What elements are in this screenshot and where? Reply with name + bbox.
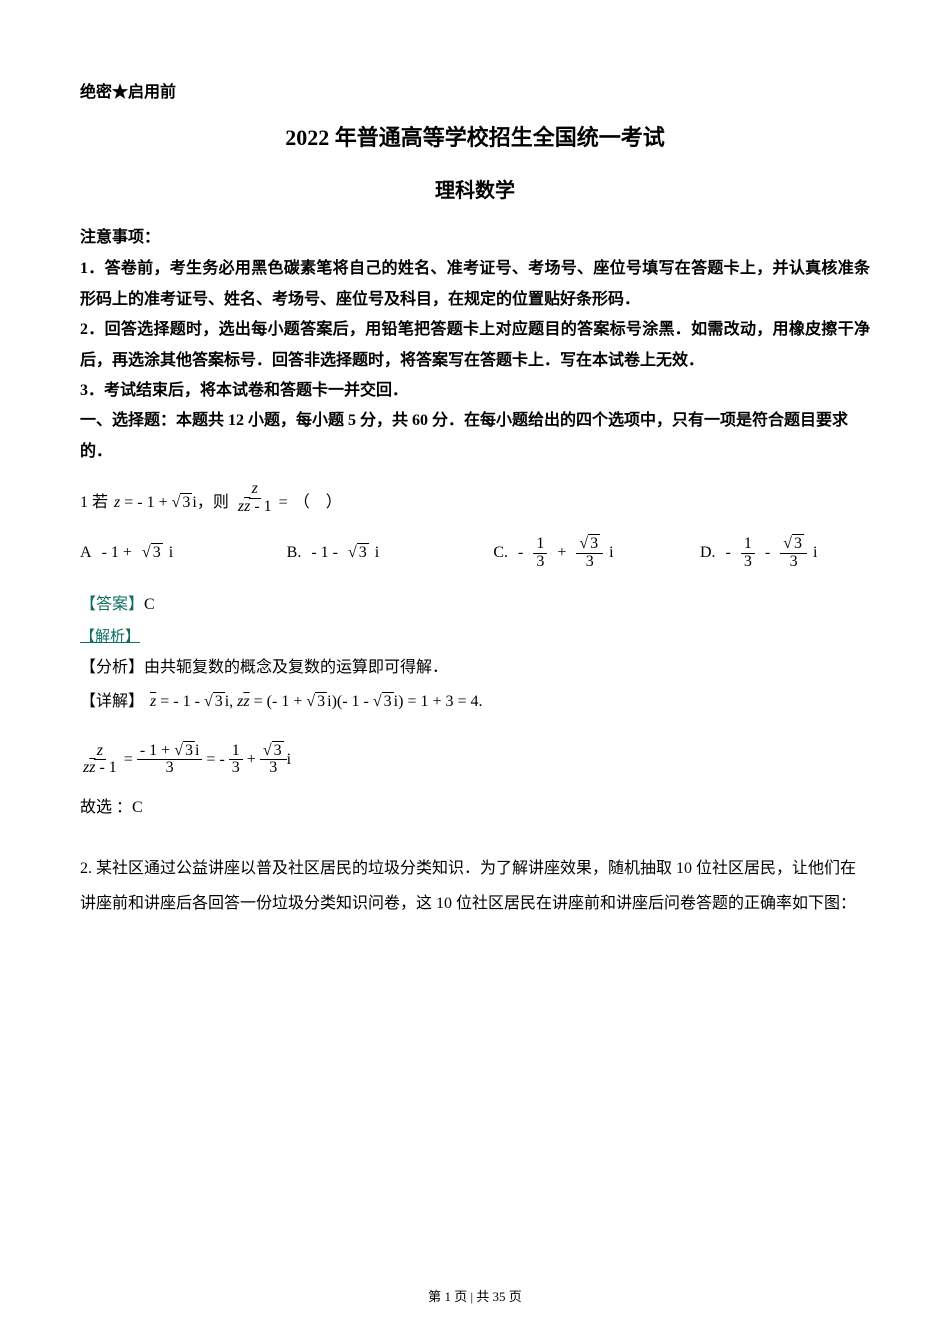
instruction-1: 1．答卷前，考生务必用黑色碳素笔将自己的姓名、准考证号、考场号、座位号填写在答题… [80,254,870,315]
footer-mid: 页 | 共 [451,1289,493,1304]
answer-line: 【答案】C [80,592,870,618]
q1-fraction: z zz - 1 [235,481,275,516]
select-prefix: 故选 ： [80,799,132,816]
option-b-label: B. [287,540,302,566]
notes-label: 注意事项： [80,225,870,251]
answer-value: C [144,596,155,613]
instruction-3: 3．考试结束后，将本试卷和答题卡一并交回． [80,376,870,406]
detail-line-1: 【详解】 z = - 1 - √3i, zz = (- 1 + √3i)(- 1… [80,689,870,715]
confidential-header: 绝密★启用前 [80,80,870,106]
sub-title: 理科数学 [80,175,870,207]
footer-total: 35 [493,1289,506,1304]
option-a: A - 1 + √3i [80,540,250,566]
analysis-line: 【分析】由共轭复数的概念及复数的运算即可得解． [80,655,870,681]
detail-equation: z zz - 1 = - 1 + √3i 3 = - 13 + √33 i [80,743,870,778]
analysis-text: 由共轭复数的概念及复数的运算即可得解． [144,659,448,676]
answer-label: 【答案】 [80,596,144,613]
question-2-text: 2. 某社区通过公益讲座以普及社区居民的垃圾分类知识．为了解讲座效果，随机抽取 … [80,851,870,921]
option-d-label: D. [700,540,716,566]
option-c-label: C. [493,540,508,566]
option-b: B. - 1 - √3i [287,540,457,566]
q1-paren: （ ） [294,490,342,516]
select-value: C [132,799,143,816]
q1-then: ，则 [197,490,229,516]
analysis-label: 【分析】 [80,659,144,676]
page-footer: 第 1 页 | 共 35 页 [0,1287,950,1308]
selection-line: 故选 ：C [80,795,870,821]
q1-prefix: 1 若 [80,490,108,516]
section-1-heading: 一、选择题：本题共 12 小题，每小题 5 分，共 60 分．在每小题给出的四个… [80,406,870,467]
option-c: C. - 13 + √33 i [493,536,663,571]
parse-line: 【解析】 [80,624,870,650]
parse-label: 【解析】 [80,629,140,645]
footer-prefix: 第 [428,1289,444,1304]
option-d: D. - 13 - √33 i [700,536,870,571]
footer-suffix: 页 [506,1289,522,1304]
main-title: 2022 年普通高等学校招生全国统一考试 [80,120,870,155]
q1-options: A - 1 + √3i B. - 1 - √3i C. - 13 + √33 i… [80,536,870,571]
detail-label: 【详解】 [80,689,144,715]
option-a-label: A [80,540,92,566]
instruction-2: 2．回答选择题时，选出每小题答案后，用铅笔把答题卡上对应题目的答案标号涂黑．如需… [80,315,870,376]
question-1-stem: 1 若 z = - 1 + √3i ，则 z zz - 1 = （ ） [80,481,870,516]
